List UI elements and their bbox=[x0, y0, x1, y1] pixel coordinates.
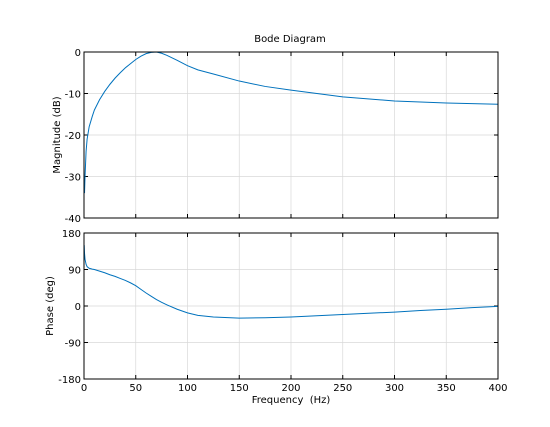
phase-x-tick-label: 250 bbox=[333, 383, 352, 394]
phase-x-tick-label: 150 bbox=[230, 383, 249, 394]
phase-series-group bbox=[83, 245, 499, 319]
mag-y-tick-label: -40 bbox=[65, 214, 81, 225]
mag-series-line bbox=[84, 51, 499, 194]
phase-x-tick-label: 100 bbox=[178, 383, 197, 394]
magnitude-y-axis-label: Magnitude (dB) bbox=[52, 96, 63, 173]
phase-series-line bbox=[83, 245, 499, 319]
mag-y-tick-label: -30 bbox=[65, 173, 81, 184]
phase-y-tick-label: 180 bbox=[62, 229, 81, 240]
phase-y-tick-label: -180 bbox=[58, 375, 81, 386]
magnitude-axes-frame bbox=[83, 51, 499, 219]
phase-ticks: 0 50 100 150 200 250 300 350 400 -180 -90 0 90 180 bbox=[58, 229, 507, 394]
phase-grid bbox=[84, 233, 498, 379]
phase-x-tick-label: 400 bbox=[488, 383, 507, 394]
mag-y-tick-label: -20 bbox=[65, 131, 81, 142]
phase-y-tick-label: 0 bbox=[75, 302, 81, 313]
magnitude-panel: -40 -30 -20 -10 0 Magnitude (dB) bbox=[52, 48, 499, 225]
phase-y-axis-label: Phase (deg) bbox=[45, 276, 56, 336]
mag-y-tick-label: 0 bbox=[75, 48, 81, 59]
phase-x-tick-label: 300 bbox=[385, 383, 404, 394]
magnitude-series-group bbox=[84, 51, 499, 194]
phase-panel: 0 50 100 150 200 250 300 350 400 -180 -90 0 90 180 Ph… bbox=[45, 229, 508, 406]
x-axis-label: Frequency (Hz) bbox=[252, 395, 331, 406]
chart-title: Bode Diagram bbox=[254, 34, 326, 45]
phase-axes-frame bbox=[83, 232, 499, 380]
phase-y-tick-label: 90 bbox=[68, 266, 81, 277]
phase-x-tick-label: 350 bbox=[437, 383, 456, 394]
phase-x-tick-label: 0 bbox=[81, 383, 87, 394]
mag-y-tick-label: -10 bbox=[65, 90, 81, 101]
phase-y-tick-label: -90 bbox=[65, 339, 81, 350]
phase-x-tick-label: 50 bbox=[129, 383, 142, 394]
magnitude-grid bbox=[84, 52, 498, 218]
phase-x-tick-label: 200 bbox=[281, 383, 300, 394]
